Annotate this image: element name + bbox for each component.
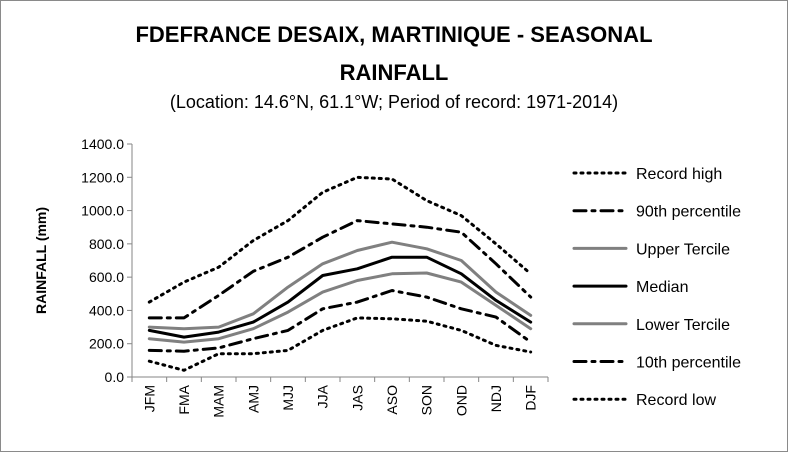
legend-label: Lower Tercile xyxy=(636,317,730,334)
chart-subtitle: (Location: 14.6°N, 61.1°W; Period of rec… xyxy=(169,92,619,112)
series-line-90th-percentile xyxy=(147,219,533,320)
x-tick-label: FMA xyxy=(176,384,192,414)
y-tick-label: 400.0 xyxy=(89,302,124,318)
y-axis-label: RAINFALL (mm) xyxy=(33,207,49,314)
legend-label: 10th percentile xyxy=(636,355,741,372)
series-layer xyxy=(147,175,533,372)
legend-label: 90th percentile xyxy=(636,204,741,221)
chart-title: FDEFRANCE DESAIX, MARTINIQUE - SEASONAL xyxy=(135,22,653,47)
x-tick-label: JAS xyxy=(349,385,365,411)
x-tick-label: OND xyxy=(453,385,469,416)
x-tick-label: SON xyxy=(419,385,435,415)
x-tick-label: AMJ xyxy=(245,385,261,413)
y-tick-label: 800.0 xyxy=(89,236,124,252)
axes: 0.0 200.0 400.0 600.0 800.0 1000.0 1200.0 1400.… xyxy=(81,136,549,418)
y-tick-label: 1200.0 xyxy=(81,169,124,185)
legend-label: Median xyxy=(636,279,688,296)
x-tick-label: ASO xyxy=(384,385,400,415)
x-tick-label: NDJ xyxy=(488,385,504,412)
series-line-10th-percentile xyxy=(147,289,533,353)
chart-title-line2: RAINFALL xyxy=(339,60,449,85)
y-tick-label: 600.0 xyxy=(89,269,124,285)
legend-label: Upper Tercile xyxy=(636,241,730,258)
legend-label: Record high xyxy=(636,166,722,183)
series-line-median xyxy=(147,255,533,339)
legend-label: Record low xyxy=(636,392,716,409)
x-tick-label: JJA xyxy=(315,384,331,408)
x-tick-label: MAM xyxy=(211,385,227,418)
x-tick-label: DJF xyxy=(523,385,539,411)
legend: Record high 90th percentile Upper Tercile M… xyxy=(572,166,741,409)
y-tick-label: 200.0 xyxy=(89,336,124,352)
series-line-record-high xyxy=(147,175,533,304)
y-tick-label: 0.0 xyxy=(105,369,125,385)
x-tick-label: MJJ xyxy=(280,385,296,411)
y-tick-label: 1400.0 xyxy=(81,136,124,152)
series-line-record-low xyxy=(147,316,533,372)
y-tick-label: 1000.0 xyxy=(81,203,124,219)
series-line-upper-tercile xyxy=(147,240,533,331)
series-line-lower-tercile xyxy=(147,271,533,344)
x-tick-label: JFM xyxy=(141,385,157,412)
